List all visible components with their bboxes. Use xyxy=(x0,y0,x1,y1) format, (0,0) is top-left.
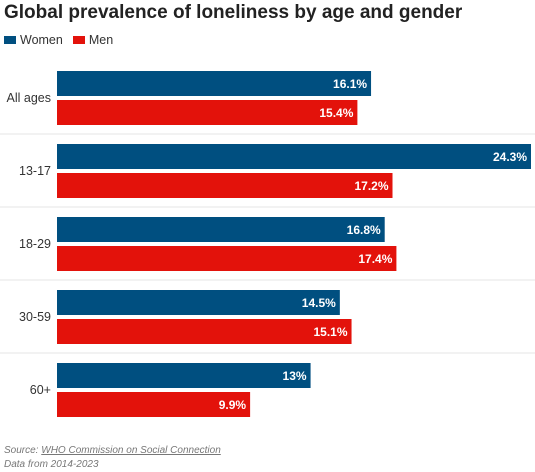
source-line: Source: WHO Commission on Social Connect… xyxy=(4,444,221,458)
data-label-women: 24.3% xyxy=(493,150,527,164)
category-label: All ages xyxy=(7,91,51,105)
legend-label-women: Women xyxy=(20,33,63,47)
bar-women xyxy=(57,363,311,388)
bar-men xyxy=(57,319,352,344)
category-label: 30-59 xyxy=(19,310,51,324)
data-label-men: 17.4% xyxy=(358,252,392,266)
source-note: Source: WHO Commission on Social Connect… xyxy=(4,444,221,472)
data-label-men: 15.1% xyxy=(314,325,348,339)
category-label: 13-17 xyxy=(19,164,51,178)
legend-label-men: Men xyxy=(88,33,114,47)
bar-men xyxy=(57,173,393,198)
category-label: 60+ xyxy=(30,383,51,397)
bar-men xyxy=(57,392,251,417)
data-period-note: Data from 2014-2023 xyxy=(4,459,99,470)
data-label-men: 17.2% xyxy=(354,179,388,193)
bar-chart: All ages 16.1% 15.4% 13-17 24.3% 17.2% 18-29 16… xyxy=(0,71,535,417)
source-prefix: Source: xyxy=(4,445,42,456)
category-label: 18-29 xyxy=(19,237,51,251)
legend-item-men: Men xyxy=(72,33,114,47)
bar-women xyxy=(57,71,372,96)
data-label-women: 14.5% xyxy=(302,296,336,310)
data-label-men: 9.9% xyxy=(219,398,247,412)
data-label-women: 16.8% xyxy=(347,223,381,237)
bar-women xyxy=(57,217,385,242)
bar-men xyxy=(57,100,358,125)
bar-men xyxy=(57,246,397,271)
legend-swatch-women xyxy=(4,36,16,44)
data-label-women: 16.1% xyxy=(333,77,367,91)
bar-women xyxy=(57,144,531,169)
data-label-men: 15.4% xyxy=(319,106,353,120)
legend-swatch-men xyxy=(72,36,85,44)
data-label-women: 13% xyxy=(283,369,307,383)
legend: Women Men xyxy=(4,33,113,47)
chart-title: Global prevalence of loneliness by age a… xyxy=(4,2,463,23)
bar-women xyxy=(57,290,340,315)
source-link[interactable]: WHO Commission on Social Connection xyxy=(41,445,221,456)
legend-item-women: Women xyxy=(4,33,63,47)
